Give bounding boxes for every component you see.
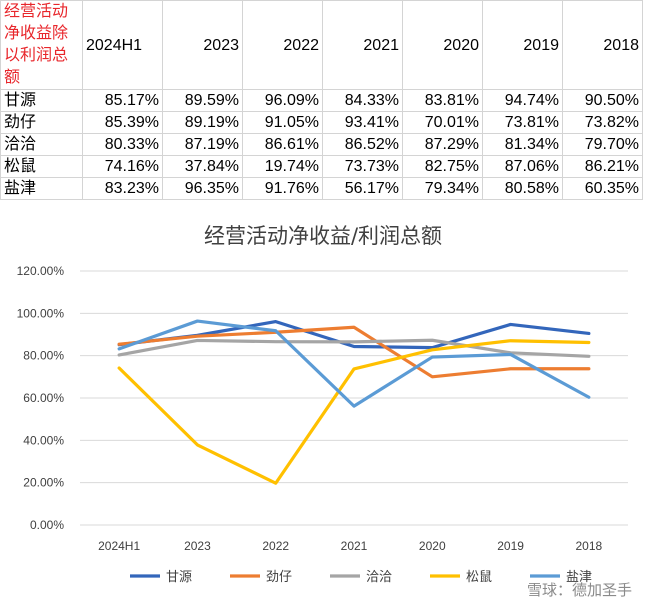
series-line-1 xyxy=(117,325,591,379)
row-label: 盐津 xyxy=(0,177,83,200)
table-cell: 60.35% xyxy=(562,177,643,200)
series-line-2 xyxy=(117,338,591,358)
table-cell: 96.35% xyxy=(162,177,243,200)
x-tick-label: 2022 xyxy=(262,539,289,553)
table-row: 松鼠 74.16% 37.84% 19.74% 73.73% 82.75% 87.06% 86… xyxy=(0,155,643,178)
table-cell: 73.73% xyxy=(322,155,403,178)
table-row: 甘源 85.17% 89.59% 96.09% 84.33% 83.81% 94.74% 90… xyxy=(0,89,643,112)
legend-label: 甘源 xyxy=(166,569,192,584)
table-cell: 83.23% xyxy=(82,177,163,200)
x-tick-label: 2024H1 xyxy=(98,539,140,553)
table-cell: 86.61% xyxy=(242,133,323,156)
y-tick-label: 20.00% xyxy=(23,476,64,490)
x-tick-label: 2023 xyxy=(184,539,211,553)
row-label: 洽洽 xyxy=(0,133,83,156)
series-line-3 xyxy=(117,339,591,485)
table-cell: 84.33% xyxy=(322,89,403,112)
table-row: 洽洽 80.33% 87.19% 86.61% 86.52% 87.29% 81.34% 79… xyxy=(0,133,643,156)
legend-label: 松鼠 xyxy=(466,569,492,584)
y-tick-label: 120.00% xyxy=(17,264,65,278)
y-tick-label: 100.00% xyxy=(17,306,65,320)
table-cell: 82.75% xyxy=(402,155,483,178)
table-cell: 89.59% xyxy=(162,89,243,112)
y-tick-label: 0.00% xyxy=(30,518,64,532)
column-header: 2018 xyxy=(562,0,643,90)
table-cell: 79.70% xyxy=(562,133,643,156)
table-row: 盐津 83.23% 96.35% 91.76% 56.17% 79.34% 80.58% 60… xyxy=(0,177,643,200)
column-header: 2021 xyxy=(322,0,403,90)
column-header: 2019 xyxy=(482,0,563,90)
x-tick-label: 2018 xyxy=(576,539,603,553)
legend-label: 盐津 xyxy=(566,569,592,584)
row-label: 劲仔 xyxy=(0,111,83,134)
chart-title: 经营活动净收益/利润总额 xyxy=(204,224,442,248)
table-cell: 37.84% xyxy=(162,155,243,178)
series-line-4 xyxy=(117,319,591,408)
table-cell: 80.33% xyxy=(82,133,163,156)
y-tick-label: 60.00% xyxy=(23,391,64,405)
table-cell: 19.74% xyxy=(242,155,323,178)
line-chart: 经营活动净收益/利润总额 0.00% 20.00% 40.00% 60.00% 80.00… xyxy=(17,224,628,584)
table-cell: 90.50% xyxy=(562,89,643,112)
column-header: 2022 xyxy=(242,0,323,90)
table-cell: 81.34% xyxy=(482,133,563,156)
table-cell: 85.17% xyxy=(82,89,163,112)
x-tick-label: 2020 xyxy=(419,539,446,553)
table-cell: 94.74% xyxy=(482,89,563,112)
row-label: 甘源 xyxy=(0,89,83,112)
x-tick-label: 2021 xyxy=(341,539,368,553)
table-cell: 87.06% xyxy=(482,155,563,178)
column-header: 2023 xyxy=(162,0,243,90)
table-cell: 56.17% xyxy=(322,177,403,200)
table-cell: 79.34% xyxy=(402,177,483,200)
table-cell: 91.76% xyxy=(242,177,323,200)
table-cell: 96.09% xyxy=(242,89,323,112)
y-tick-label: 80.00% xyxy=(23,349,64,363)
table-cell: 83.81% xyxy=(402,89,483,112)
table-cell: 70.01% xyxy=(402,111,483,134)
table-row: 劲仔 85.39% 89.19% 91.05% 93.41% 70.01% 73.81% 73… xyxy=(0,111,643,134)
table-cell: 86.52% xyxy=(322,133,403,156)
data-table: 经营活动净收益除以利润总额 2024H1 2023 2022 2021 2020 2019 2… xyxy=(0,0,643,200)
table-cell: 87.19% xyxy=(162,133,243,156)
watermark: 雪球：德加圣手 xyxy=(526,582,632,599)
legend-label: 劲仔 xyxy=(266,569,292,584)
x-tick-label: 2019 xyxy=(497,539,524,553)
legend-label: 洽洽 xyxy=(366,569,392,584)
table-cell: 85.39% xyxy=(82,111,163,134)
table-cell: 93.41% xyxy=(322,111,403,134)
column-header: 2024H1 xyxy=(82,0,163,90)
table-corner-label: 经营活动净收益除以利润总额 xyxy=(0,0,83,90)
table-cell: 73.81% xyxy=(482,111,563,134)
table-cell: 86.21% xyxy=(562,155,643,178)
y-tick-label: 40.00% xyxy=(23,433,64,447)
row-label: 松鼠 xyxy=(0,155,83,178)
column-header: 2020 xyxy=(402,0,483,90)
table-cell: 73.82% xyxy=(562,111,643,134)
table-cell: 91.05% xyxy=(242,111,323,134)
table-cell: 87.29% xyxy=(402,133,483,156)
table-cell: 80.58% xyxy=(482,177,563,200)
table-cell: 89.19% xyxy=(162,111,243,134)
table-cell: 74.16% xyxy=(82,155,163,178)
